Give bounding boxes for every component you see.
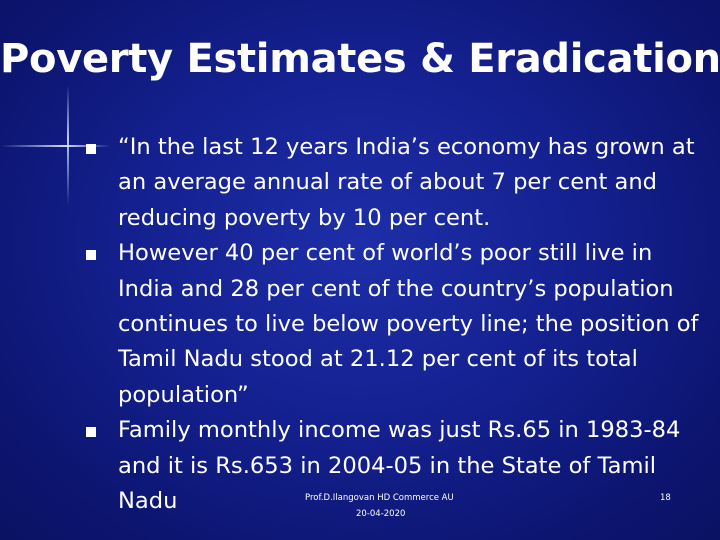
slide-title: Poverty Estimates & Eradication bbox=[0, 36, 720, 82]
footer-author: Prof.D.Ilangovan HD Commerce AU bbox=[305, 493, 454, 503]
bullet-text: Family monthly income was just Rs.65 in … bbox=[118, 417, 681, 515]
square-bullet-icon bbox=[86, 144, 96, 154]
bullet-text: “In the last 12 years India’s economy ha… bbox=[118, 134, 695, 231]
footer-date: 20-04-2020 bbox=[356, 509, 406, 519]
bullet-item: “In the last 12 years India’s economy ha… bbox=[86, 130, 706, 236]
bullet-item: However 40 per cent of world’s poor stil… bbox=[86, 236, 706, 413]
bullet-list: “In the last 12 years India’s economy ha… bbox=[86, 130, 706, 519]
bullet-text: However 40 per cent of world’s poor stil… bbox=[118, 240, 699, 408]
square-bullet-icon bbox=[86, 427, 96, 438]
bullet-item: Family monthly income was just Rs.65 in … bbox=[86, 413, 706, 519]
square-bullet-icon bbox=[86, 250, 96, 261]
decorative-horizontal-line bbox=[0, 145, 110, 147]
page-number: 18 bbox=[660, 493, 671, 503]
